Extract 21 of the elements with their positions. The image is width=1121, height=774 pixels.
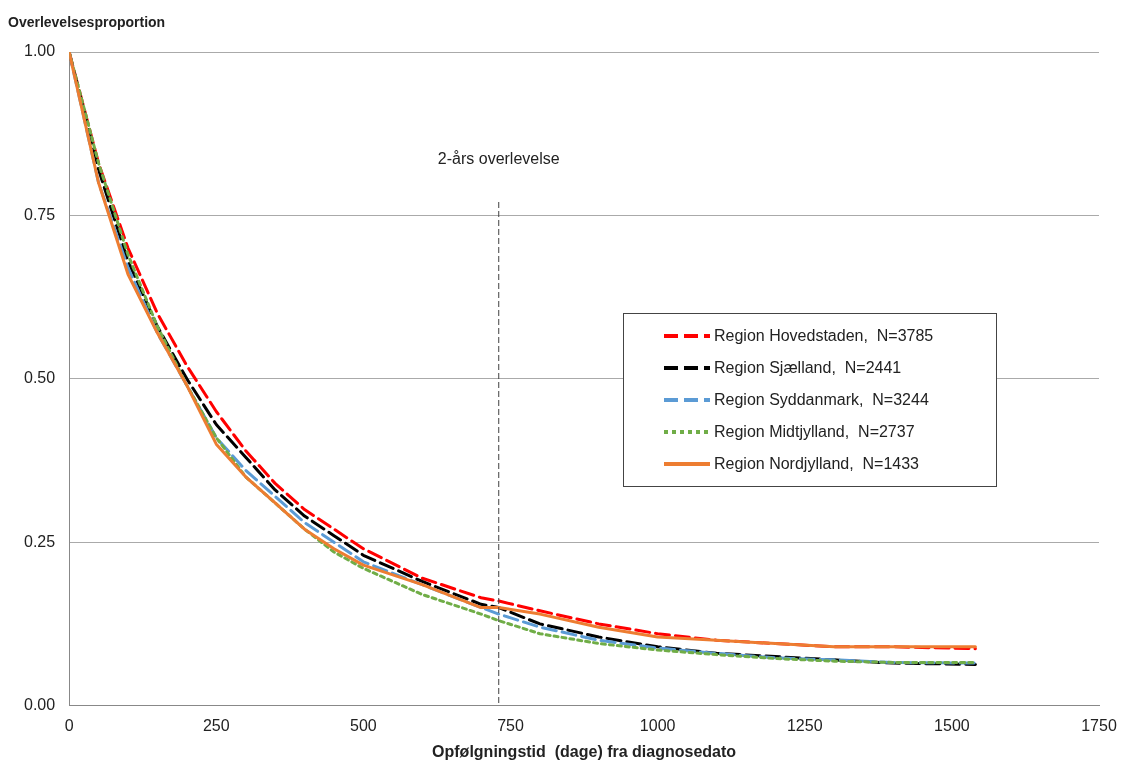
y-axis-title: Overlevelsesproportion (8, 14, 166, 30)
x-tick-label: 750 (497, 716, 524, 734)
ref-line-label: 2-års overlevelse (437, 150, 560, 167)
x-axis-title: Opfølgningstid (dage) fra diagnosedato (432, 742, 737, 760)
legend-label: Region Syddanmark, N=3244 (714, 391, 929, 409)
legend-label: Region Sjælland, N=2441 (714, 359, 902, 377)
legend-label: Region Hovedstaden, N=3785 (714, 327, 934, 345)
x-tick-label: 1750 (1081, 716, 1117, 734)
y-tick-label: 0.75 (24, 205, 56, 223)
y-tick-label: 0.50 (24, 369, 56, 387)
legend-label: Region Midtjylland, N=2737 (714, 423, 915, 441)
x-tick-label: 1500 (934, 716, 970, 734)
y-tick-label: 0.00 (24, 696, 56, 714)
legend-label: Region Nordjylland, N=1433 (714, 455, 920, 473)
x-tick-label: 0 (64, 716, 74, 734)
x-tick-label: 1000 (639, 716, 676, 734)
y-tick-label: 0.25 (24, 532, 56, 550)
x-tick-label: 250 (202, 716, 230, 734)
x-tick-label: 500 (350, 716, 377, 734)
y-tick-label: 1.00 (24, 42, 56, 60)
x-tick-label: 1250 (786, 716, 823, 734)
